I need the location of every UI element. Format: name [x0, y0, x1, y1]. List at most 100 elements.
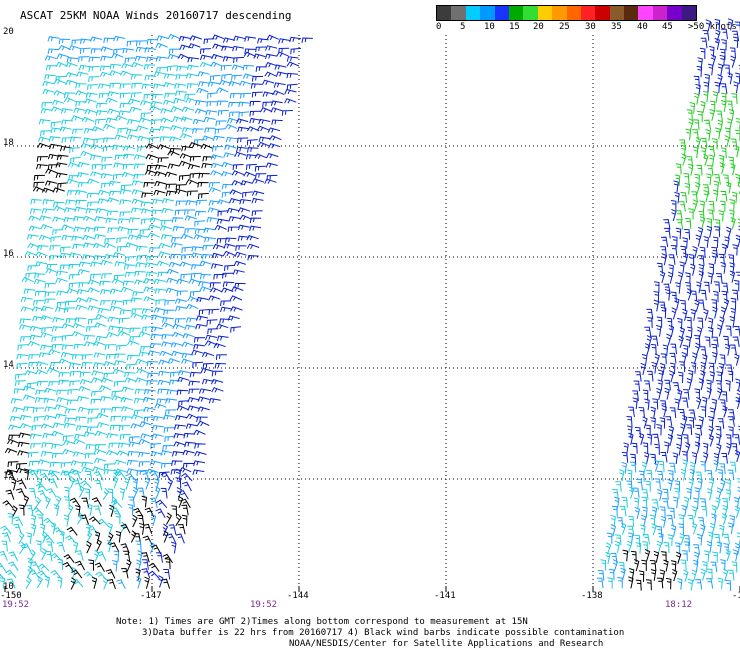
wind-barb [174, 318, 186, 324]
wind-barb [56, 541, 66, 553]
wind-barb [76, 172, 89, 178]
note-line-1: Note: 1) Times are GMT 2)Times along bot… [116, 617, 528, 627]
wind-barb [133, 397, 146, 404]
wind-barb [175, 184, 187, 191]
wind-barb [659, 569, 666, 582]
wind-barb [143, 64, 156, 70]
wind-barb [221, 45, 234, 52]
wind-barb [28, 461, 40, 467]
wind-barb [72, 470, 81, 481]
wind-barb [79, 371, 91, 378]
wind-barb [232, 164, 244, 171]
wind-barb [703, 236, 709, 248]
wind-barb [40, 451, 53, 457]
wind-barb [635, 542, 642, 554]
wind-barb [736, 532, 740, 545]
wind-barb [114, 261, 127, 267]
wind-barb [716, 443, 722, 456]
wind-barb [219, 79, 232, 86]
wind-barb [146, 255, 158, 262]
wind-barb [61, 234, 74, 241]
wind-barb [688, 254, 695, 266]
wind-barb [113, 459, 127, 465]
wind-barb [651, 506, 658, 519]
wind-barb [659, 270, 666, 284]
wind-barb [286, 61, 300, 67]
wind-barb [645, 579, 652, 591]
wind-barb [686, 316, 692, 328]
wind-barb [120, 286, 134, 293]
wind-barb [62, 561, 74, 571]
wind-barb [63, 554, 75, 563]
wind-barb [96, 412, 109, 419]
wind-barb [723, 174, 729, 186]
wind-barb [96, 422, 109, 428]
wind-barb [146, 380, 158, 386]
wind-barb [678, 523, 684, 535]
wind-barb [99, 71, 113, 78]
wind-barb [271, 119, 283, 125]
wind-barb [59, 145, 72, 152]
wind-barb [686, 156, 693, 168]
wind-barb [44, 387, 57, 393]
wind-barb [38, 119, 51, 125]
wind-barb [189, 371, 202, 378]
wind-barb [286, 83, 298, 91]
wind-barb [51, 452, 64, 459]
wind-barb [656, 424, 662, 436]
wind-barb [642, 442, 649, 454]
wind-barb [90, 48, 103, 54]
wind-barb [694, 299, 700, 312]
wind-barb [732, 336, 740, 347]
wind-barb [229, 295, 243, 301]
wind-barb [656, 470, 664, 482]
wind-barb [151, 544, 162, 555]
wind-barb [707, 272, 714, 285]
wind-barb [49, 255, 61, 261]
wind-barb [198, 192, 209, 200]
wind-barb [15, 463, 27, 470]
wind-barb [52, 229, 64, 235]
wind-barb [668, 264, 674, 276]
wind-barb [716, 487, 723, 500]
wind-barb [50, 236, 62, 243]
wind-barb [158, 242, 171, 249]
wind-barb [66, 399, 79, 406]
wind-barb [144, 47, 157, 53]
wind-barb [26, 532, 33, 544]
wind-barb [161, 219, 173, 226]
wind-barb [225, 136, 238, 143]
wind-barb [688, 416, 695, 429]
wind-barb [122, 299, 134, 306]
wind-barb [710, 522, 716, 535]
wind-barb [33, 300, 45, 306]
wind-barb [235, 118, 249, 124]
wind-barb [113, 550, 120, 563]
wind-barb [76, 512, 84, 525]
wind-barb [40, 223, 53, 230]
wind-barb [53, 526, 65, 536]
wind-barb [735, 271, 740, 276]
wind-barb [668, 370, 675, 383]
wind-barb [196, 420, 210, 427]
wind-barb [83, 334, 96, 341]
wind-barb [722, 504, 728, 517]
wind-barb [685, 335, 692, 348]
wind-barb [57, 576, 63, 589]
wind-barb [234, 282, 246, 289]
wind-barb [35, 389, 47, 396]
wind-barb [725, 489, 732, 501]
wind-barb [216, 238, 228, 244]
wind-barb [697, 326, 703, 339]
wind-barb [117, 442, 130, 449]
wind-barb [56, 301, 68, 308]
wind-barb [228, 102, 240, 108]
wind-barb [153, 83, 165, 90]
wind-barb [177, 370, 190, 376]
wind-barb [116, 579, 126, 590]
wind-barb [155, 56, 168, 62]
wind-barb [64, 417, 76, 423]
wind-barb [62, 435, 74, 442]
wind-barb [638, 570, 645, 582]
wind-barb [626, 480, 633, 492]
